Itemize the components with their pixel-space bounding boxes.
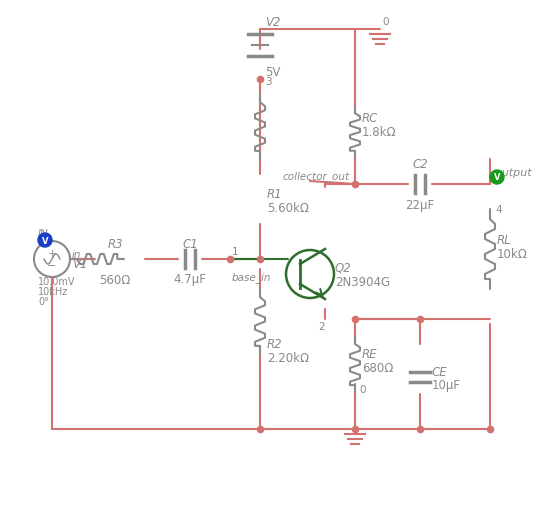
Text: 5.60kΩ: 5.60kΩ	[267, 201, 309, 214]
Text: 22μF: 22μF	[406, 198, 435, 211]
Text: 3: 3	[265, 77, 271, 87]
Text: R2: R2	[267, 338, 283, 351]
Text: RC: RC	[362, 111, 378, 124]
Text: 0°: 0°	[38, 296, 49, 306]
Text: base_in: base_in	[232, 272, 271, 283]
Text: 680Ω: 680Ω	[362, 361, 393, 374]
Text: IN: IN	[38, 229, 49, 239]
Text: 1: 1	[232, 246, 239, 257]
Text: RE: RE	[362, 348, 377, 361]
Text: CE: CE	[432, 365, 448, 378]
Text: Q2: Q2	[335, 261, 352, 274]
Text: 10kHz: 10kHz	[38, 287, 68, 296]
Text: in: in	[72, 249, 81, 260]
Text: 2: 2	[318, 321, 325, 331]
Text: 10kΩ: 10kΩ	[497, 248, 528, 261]
Text: +: +	[48, 248, 57, 259]
Text: 10.0mV: 10.0mV	[38, 276, 75, 287]
Text: 0: 0	[359, 384, 365, 394]
Text: V2: V2	[265, 15, 281, 29]
Text: collector_out: collector_out	[283, 171, 350, 182]
Text: R3: R3	[107, 238, 123, 251]
Text: C2: C2	[412, 158, 428, 171]
Circle shape	[38, 234, 52, 247]
Text: C1: C1	[182, 238, 198, 251]
Text: 4: 4	[495, 205, 502, 215]
Text: 10μF: 10μF	[432, 379, 461, 392]
Text: 5V: 5V	[265, 65, 281, 78]
Text: V1: V1	[72, 258, 87, 271]
Text: −: −	[48, 261, 57, 270]
Text: 0: 0	[382, 17, 389, 27]
Text: 2N3904G: 2N3904G	[335, 275, 390, 288]
Text: 2.20kΩ: 2.20kΩ	[267, 351, 309, 364]
Text: output: output	[495, 167, 532, 178]
Text: R1: R1	[267, 188, 283, 201]
Text: RL: RL	[497, 233, 512, 246]
Circle shape	[490, 171, 504, 185]
Text: V: V	[41, 236, 48, 245]
Text: 4.7μF: 4.7μF	[174, 273, 206, 286]
Text: 1.8kΩ: 1.8kΩ	[362, 125, 396, 138]
Text: V: V	[494, 173, 500, 182]
Text: 560Ω: 560Ω	[99, 273, 130, 286]
